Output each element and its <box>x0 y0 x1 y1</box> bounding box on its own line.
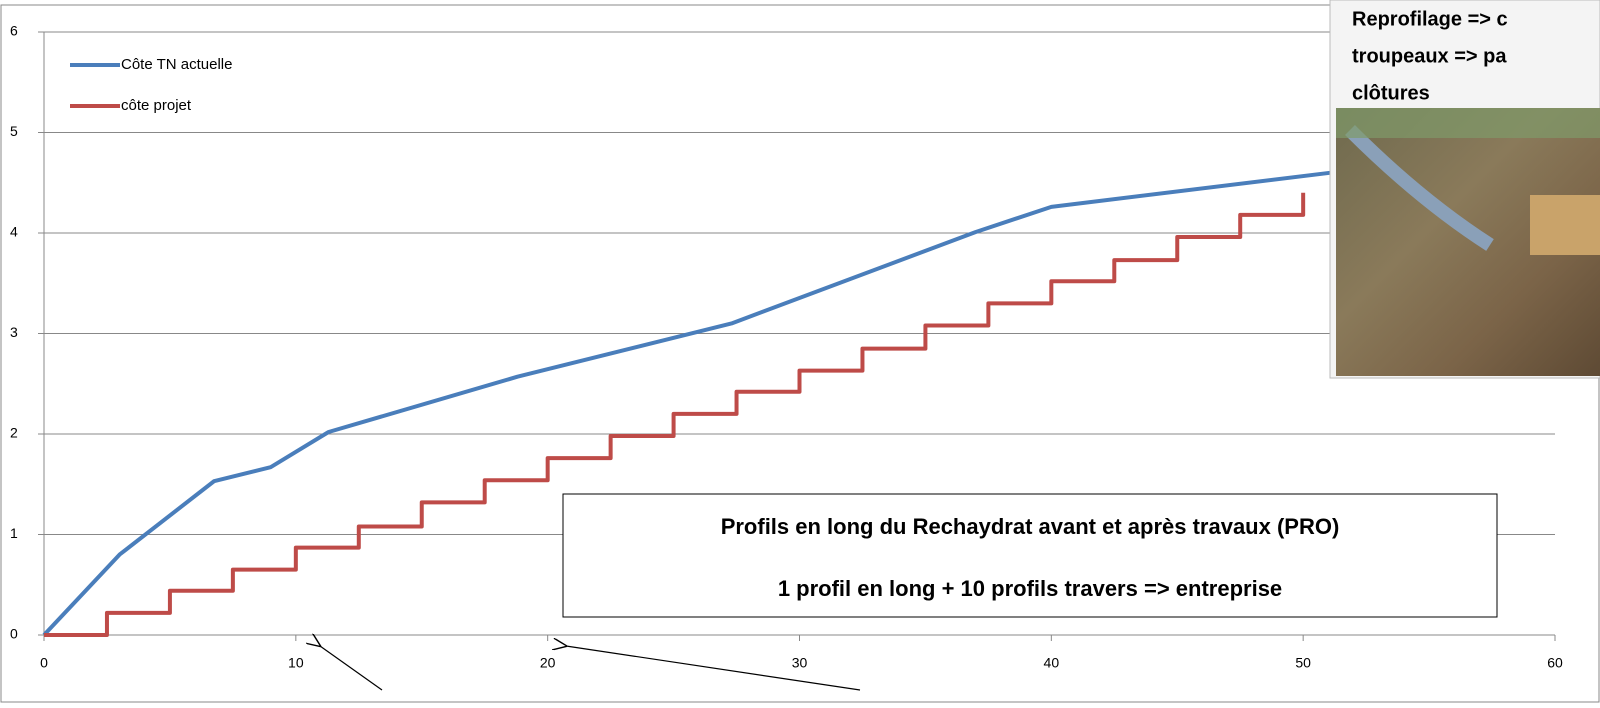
legend-label: côte projet <box>121 97 192 114</box>
photo-caption: Reprofilage => c <box>1352 8 1508 30</box>
y-tick-label: 0 <box>10 626 18 642</box>
x-tick-label: 60 <box>1547 655 1563 671</box>
series-line <box>44 192 1306 637</box>
annotation-box <box>562 493 1498 618</box>
photo-caption: troupeaux => pa <box>1352 45 1507 67</box>
y-tick-label: 2 <box>10 425 18 441</box>
photo-bridge <box>1530 195 1600 255</box>
y-tick-label: 1 <box>10 525 18 541</box>
series-line <box>42 170 1332 637</box>
y-tick-label: 3 <box>10 324 18 340</box>
legend-label: Côte TN actuelle <box>121 56 232 73</box>
annotation: Profils en long du Rechaydrat avant et a… <box>721 514 1340 539</box>
x-tick-label: 20 <box>540 655 556 671</box>
x-tick-label: 0 <box>40 655 48 671</box>
photo-caption: clôtures <box>1352 82 1430 104</box>
photo-grass <box>1336 108 1600 138</box>
y-tick-label: 6 <box>10 23 18 39</box>
annotation: 1 profil en long + 10 profils travers =>… <box>778 576 1282 601</box>
x-tick-label: 30 <box>792 655 808 671</box>
y-tick-label: 5 <box>10 123 18 139</box>
arrow <box>566 646 861 691</box>
photo-stream <box>1345 125 1494 251</box>
x-tick-label: 10 <box>288 655 304 671</box>
x-tick-label: 50 <box>1295 655 1311 671</box>
x-tick-label: 40 <box>1044 655 1060 671</box>
arrow <box>320 646 383 691</box>
y-tick-label: 4 <box>10 224 18 240</box>
